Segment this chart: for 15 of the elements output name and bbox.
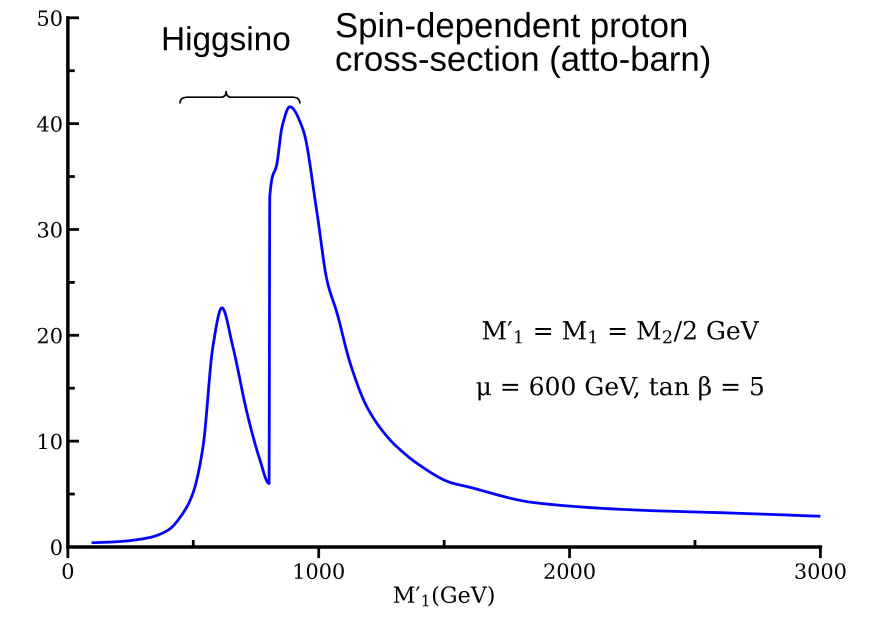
x-tick-label: 2000 [544, 563, 595, 580]
y-tick-label: 0 [51, 539, 62, 556]
annotation: M′$_{1}$ = M$_{1}$ = M$_{2}$/2 GeV [482, 320, 760, 344]
y-tick-label: 20 [38, 328, 62, 344]
y-tick-label: 40 [37, 116, 62, 132]
x-tick-label: 1000 [294, 563, 344, 580]
y-tick-label: 30 [38, 222, 62, 238]
annotation: μ = 600 GeV, tan β = 5 [476, 376, 763, 400]
annotation: Higgsino [164, 26, 290, 58]
y-tick-label: 10 [39, 434, 62, 450]
x-axis-title: M′$_{1}$(GeV) [394, 586, 494, 606]
y-axis-title: Spin-dependent proton cross-section (atto-barn) [336, 12, 710, 78]
x-tick-label: 3000 [795, 563, 846, 580]
x-tick-label: 0 [62, 563, 74, 580]
y-tick-label: 50 [38, 10, 62, 26]
